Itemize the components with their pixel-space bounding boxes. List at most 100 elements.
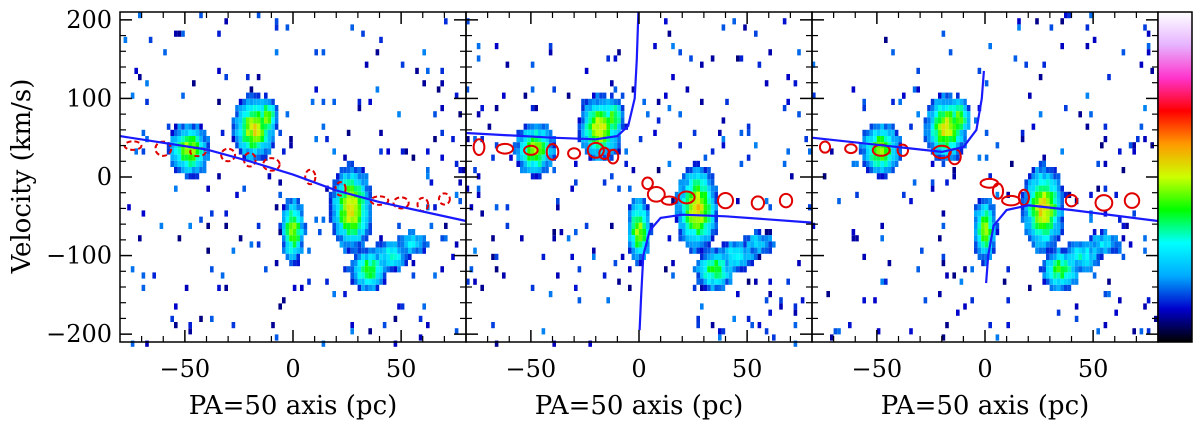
pv-pixel <box>851 235 856 242</box>
pv-pixel <box>876 154 881 161</box>
pv-pixel <box>1042 185 1046 192</box>
pv-pixel <box>393 247 398 254</box>
pv-pixel <box>296 260 300 267</box>
pv-pixel <box>638 253 643 260</box>
pv-pixel <box>707 278 711 285</box>
pv-pixel <box>1042 191 1046 198</box>
pv-pixel <box>710 185 715 192</box>
pv-pixel <box>887 160 892 167</box>
pv-pixel <box>707 260 711 267</box>
pv-pixel <box>199 216 203 223</box>
pv-pixel <box>491 253 495 260</box>
pv-pixel <box>357 198 362 205</box>
pv-pixel <box>1118 148 1122 155</box>
pv-pixel <box>346 179 351 186</box>
pv-pixel <box>995 142 1000 149</box>
pv-pixel <box>346 241 351 248</box>
x-tick-label: 0 <box>977 355 992 383</box>
pv-pixel <box>231 322 236 329</box>
pv-pixel <box>375 272 380 279</box>
pv-pixel <box>714 284 718 291</box>
pv-pixel <box>170 148 174 155</box>
pv-pixel <box>638 216 643 223</box>
pv-pixel <box>746 123 751 130</box>
pv-pixel <box>264 266 268 273</box>
pv-pixel <box>527 160 531 167</box>
pv-pixel <box>710 235 715 242</box>
pv-pixel <box>912 86 917 93</box>
pv-pixel <box>174 148 178 155</box>
pv-pixel <box>588 105 592 112</box>
pv-pixel <box>977 235 982 242</box>
pv-pixel <box>696 229 700 236</box>
pv-pixel <box>253 98 257 105</box>
pv-pixel <box>887 167 892 174</box>
pv-pixel <box>382 241 387 248</box>
pv-pixel <box>538 173 542 180</box>
pv-pixel <box>372 266 376 273</box>
pv-pixel <box>415 67 419 74</box>
pv-pixel <box>1110 235 1115 242</box>
pv-pixel <box>274 111 279 118</box>
pv-pixel <box>966 123 971 130</box>
pv-pixel <box>1132 210 1136 217</box>
pv-pixel <box>509 154 513 161</box>
contour <box>220 147 237 163</box>
pv-pixel <box>718 129 722 136</box>
pv-pixel <box>700 247 704 254</box>
pv-pixel <box>397 303 401 310</box>
pv-pixel <box>948 154 953 161</box>
pv-pixel <box>682 216 686 223</box>
pv-pixel <box>1024 185 1028 192</box>
pv-pixel <box>397 222 401 229</box>
pv-pixel <box>372 253 376 260</box>
pv-pixel <box>764 235 769 242</box>
pv-pixel <box>685 222 690 229</box>
pv-pixel <box>700 303 704 310</box>
pv-pixel <box>581 123 585 130</box>
pv-pixel <box>339 235 344 242</box>
pv-pixel <box>642 229 646 236</box>
pv-pixel <box>379 253 383 260</box>
pv-pixel <box>617 185 621 192</box>
pv-pixel <box>253 105 257 112</box>
pv-pixel <box>1013 55 1018 62</box>
pv-pixel <box>296 216 300 223</box>
pv-pixel <box>617 117 621 124</box>
pv-pixel <box>1049 229 1054 236</box>
pv-pixel <box>217 30 221 37</box>
pv-pixel <box>343 247 347 254</box>
pv-pixel <box>588 98 592 105</box>
contour <box>586 141 605 159</box>
pv-pixel <box>707 179 711 186</box>
pv-pixel <box>433 136 437 143</box>
pv-pixel <box>375 284 380 291</box>
y-tick-label: −200 <box>46 320 112 348</box>
pv-pixel <box>974 235 978 242</box>
pv-pixel <box>1060 43 1064 50</box>
pv-pixel <box>610 98 614 105</box>
pv-pixel <box>429 179 434 186</box>
pv-pixel <box>350 247 354 254</box>
pv-pixel <box>520 167 524 174</box>
pv-pixel <box>700 272 704 279</box>
pv-pixel <box>300 204 304 211</box>
pv-pixel <box>343 235 347 242</box>
pv-pixel <box>303 222 308 229</box>
pv-pixel <box>606 117 610 124</box>
pv-pixel <box>700 210 704 217</box>
pv-pixel <box>292 253 297 260</box>
pv-pixel <box>714 191 718 198</box>
pv-pixel <box>992 204 996 211</box>
pv-pixel <box>296 247 300 254</box>
pv-pixel <box>710 204 715 211</box>
pv-pixel <box>945 123 949 130</box>
pv-pixel <box>692 216 697 223</box>
pv-pixel <box>891 49 895 56</box>
pv-pixel <box>332 291 336 298</box>
pv-pixel <box>984 253 989 260</box>
pv-pixel <box>1056 260 1061 267</box>
pv-pixel <box>642 98 646 105</box>
pv-pixel <box>887 123 892 130</box>
pv-pixel <box>350 173 354 180</box>
